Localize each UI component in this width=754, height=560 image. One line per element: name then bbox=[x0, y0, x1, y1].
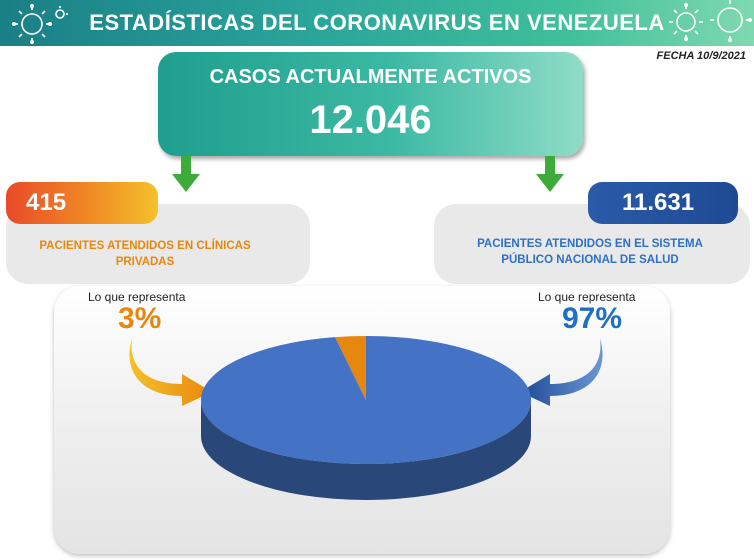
pie-top bbox=[200, 336, 531, 465]
pie-slice-0 bbox=[335, 336, 366, 400]
pie-side-wall bbox=[201, 400, 531, 500]
page-title: ESTADÍSTICAS DEL CORONAVIRUS EN VENEZUEL… bbox=[89, 10, 665, 35]
public-represent-label: Lo que representa bbox=[538, 290, 636, 304]
private-clinics-label: PACIENTES ATENDIDOS EN CLÍNICAS PRIVADAS bbox=[20, 238, 270, 270]
report-date: FECHA 10/9/2021 bbox=[656, 50, 746, 62]
pie-side bbox=[201, 400, 531, 500]
public-system-label-line1: PACIENTES ATENDIDOS EN EL SISTEMA bbox=[477, 238, 703, 250]
private-percent: 3% bbox=[118, 302, 162, 335]
header-banner bbox=[0, 0, 754, 46]
private-represent-label: Lo que representa bbox=[88, 290, 186, 304]
public-system-label-line2: PÚBLICO NACIONAL DE SALUD bbox=[501, 254, 679, 266]
virus-icon-left bbox=[12, 4, 68, 44]
arrow-down-icon-left bbox=[172, 156, 200, 192]
public-percent: 97% bbox=[562, 302, 623, 335]
curved-arrow-icon-left bbox=[129, 338, 212, 406]
public-system-label: PACIENTES ATENDIDOS EN EL SISTEMA PÚBLIC… bbox=[450, 236, 730, 268]
public-system-value: 11.631 bbox=[588, 182, 738, 224]
arrow-down-icon-right bbox=[536, 156, 564, 192]
active-cases-title: CASOS ACTUALMENTE ACTIVOS bbox=[209, 66, 532, 88]
private-clinics-label-line2: PRIVADAS bbox=[115, 256, 175, 268]
private-clinics-value: 415 bbox=[6, 182, 158, 224]
virus-icon-right bbox=[669, 0, 752, 42]
active-cases-value: 12.046 bbox=[309, 98, 432, 142]
pie-slice-1 bbox=[200, 336, 531, 465]
curved-arrow-icon-right bbox=[520, 338, 603, 406]
active-cases-card: CASOS ACTUALMENTE ACTIVOS 12.046 bbox=[158, 52, 583, 156]
private-clinics-label-line1: PACIENTES ATENDIDOS EN CLÍNICAS bbox=[39, 240, 251, 252]
